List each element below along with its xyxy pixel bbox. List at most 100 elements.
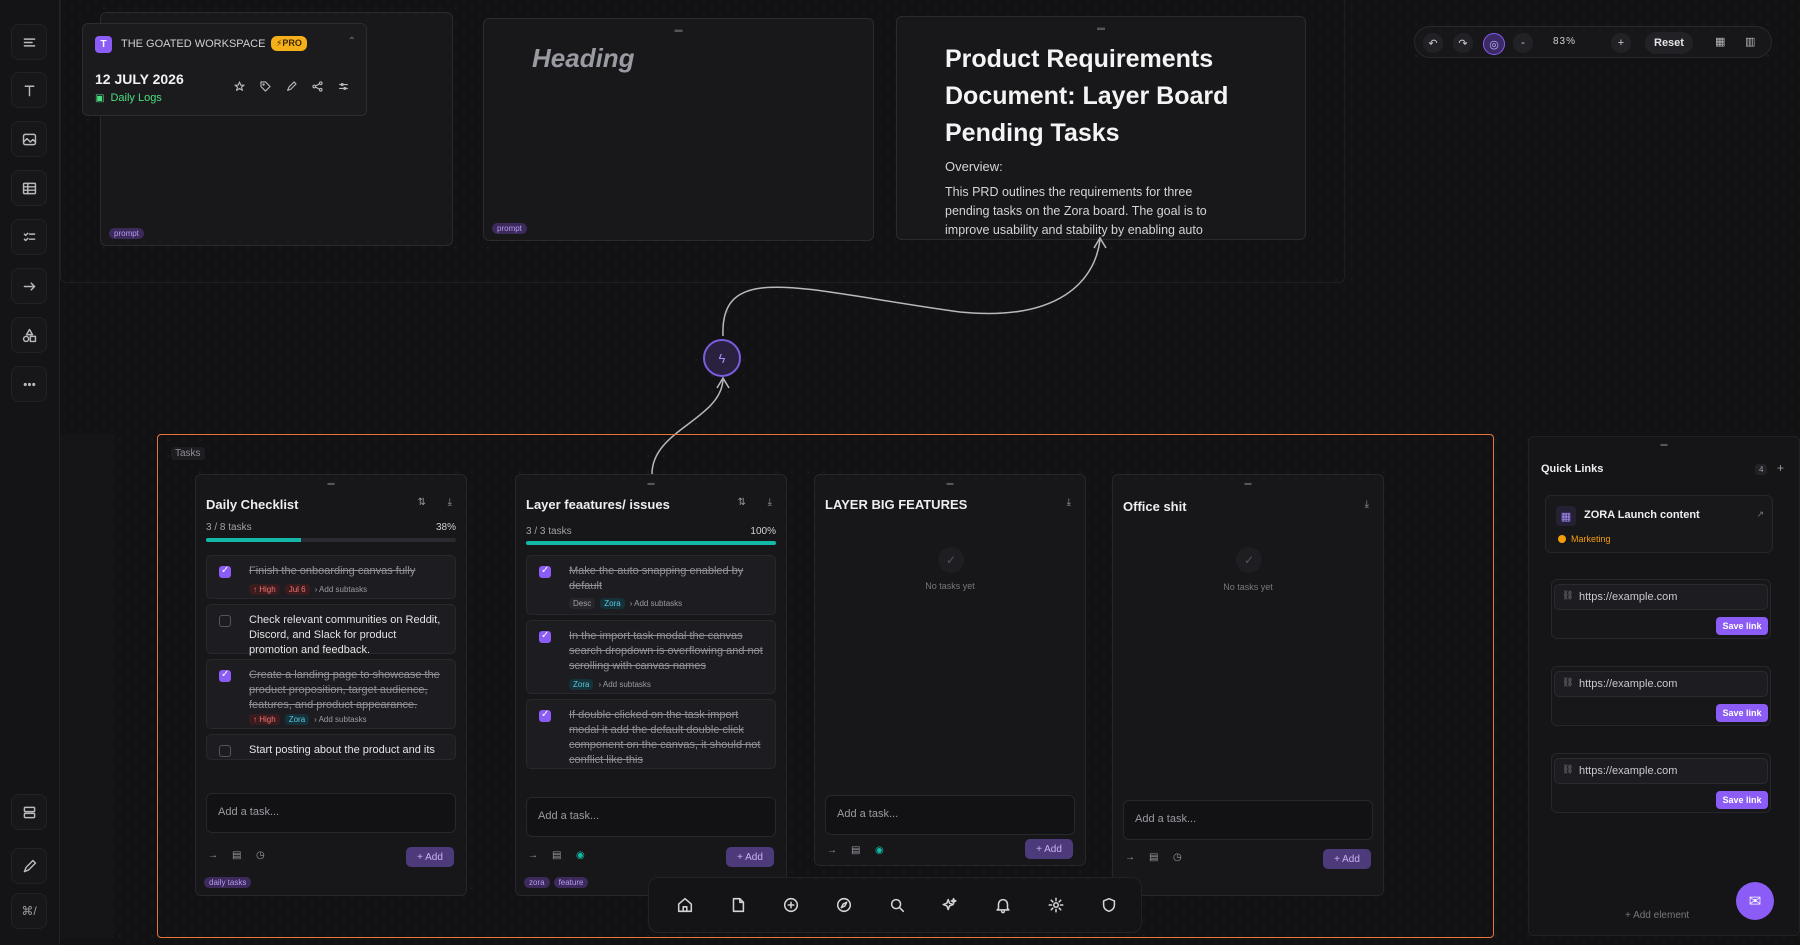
workspace-card[interactable]: T THE GOATED WORKSPACE ⚡PRO ⌃ 12 JULY 20… [82, 23, 367, 116]
prd-card[interactable]: ▬ Product Requirements Document: Layer B… [896, 16, 1306, 240]
add-task-input[interactable]: Add a task... [206, 793, 456, 833]
drag-handle-icon[interactable]: ▬ [327, 480, 335, 487]
tasks-frame[interactable]: Tasks [157, 434, 1494, 938]
shield-icon[interactable] [1098, 894, 1120, 916]
arrow-icon[interactable]: → [208, 850, 218, 861]
arrow-icon[interactable]: → [1125, 852, 1135, 863]
shapes-tool-icon[interactable] [11, 317, 47, 353]
drag-handle-icon[interactable]: ▬ [946, 480, 954, 487]
download-icon[interactable]: ⤓ [1364, 499, 1369, 510]
search-icon[interactable] [886, 894, 908, 916]
daily-logs-link[interactable]: ▣ Daily Logs [95, 92, 162, 104]
workspace-name[interactable]: THE GOATED WORKSPACE [121, 38, 266, 50]
add-task-input[interactable]: Add a task... [526, 797, 776, 837]
arrow-tool-icon[interactable] [11, 268, 47, 304]
column-office[interactable]: ▬ Office shit ⤓ ✓ No tasks yet Add a tas… [1112, 474, 1384, 896]
task-text[interactable]: Finish the onboarding canvas fully [249, 565, 416, 577]
map-view-icon[interactable]: ▥ [1745, 36, 1756, 48]
link-input-card[interactable]: ⛓ https://example.com Save link [1551, 753, 1771, 813]
home-icon[interactable] [674, 894, 696, 916]
task-item[interactable]: In the import task modal the canvas sear… [526, 620, 776, 694]
add-task-input[interactable]: Add a task... [825, 795, 1075, 835]
external-link-icon[interactable]: ↗ [1756, 509, 1764, 519]
column-title[interactable]: Layer feaatures/ issues [526, 497, 670, 512]
download-icon[interactable]: ⤓ [767, 497, 772, 508]
task-checkbox[interactable] [539, 630, 551, 643]
filter-icon[interactable] [337, 80, 350, 98]
save-link-button[interactable]: Save link [1716, 704, 1768, 722]
ai-node-lightning-icon[interactable]: ϟ [703, 339, 741, 377]
grid-view-icon[interactable]: ▦ [1715, 36, 1726, 48]
expand-chevron-icon[interactable]: ⌃ [347, 36, 356, 47]
drag-handle-icon[interactable]: ▬ [1097, 23, 1105, 32]
description-tag[interactable]: Desc [569, 598, 596, 609]
task-item[interactable]: If double clicked on the task import mod… [526, 699, 776, 769]
download-icon[interactable]: ⤓ [447, 497, 452, 508]
link-input-card[interactable]: ⛓ https://example.com Save link [1551, 666, 1771, 726]
task-checkbox[interactable] [219, 745, 231, 757]
task-item[interactable]: Make the auto snapping enabled by defaul… [526, 555, 776, 615]
text-tool-icon[interactable] [11, 72, 47, 108]
featured-link-card[interactable]: ▦ ZORA Launch content ↗ Marketing [1545, 495, 1773, 553]
task-checkbox[interactable] [539, 709, 551, 722]
featured-link-title[interactable]: ZORA Launch content [1584, 509, 1700, 521]
calendar-icon[interactable]: ▤ [552, 850, 562, 861]
heading-card[interactable]: ▬ Heading prompt [483, 18, 874, 241]
heading-text[interactable]: Heading [532, 43, 635, 73]
url-input[interactable]: https://example.com [1554, 584, 1768, 610]
share-icon[interactable] [311, 80, 324, 98]
chat-icon[interactable]: ✉ [1736, 882, 1774, 920]
add-task-button[interactable]: + Add [1025, 839, 1073, 859]
calendar-icon[interactable]: ▤ [232, 850, 242, 861]
task-text[interactable]: If double clicked on the task import mod… [569, 709, 761, 766]
arrow-icon[interactable]: → [827, 845, 837, 856]
task-checkbox[interactable] [219, 615, 231, 627]
add-element-button[interactable]: + Add element [1625, 910, 1690, 921]
add-task-input[interactable]: Add a task... [1123, 800, 1373, 840]
column-title[interactable]: LAYER BIG FEATURES [825, 497, 968, 512]
drag-handle-icon[interactable]: ▬ [1660, 441, 1668, 448]
more-icon[interactable] [11, 366, 47, 402]
table-tool-icon[interactable] [11, 170, 47, 206]
drag-handle-icon[interactable]: ▬ [647, 480, 655, 487]
link-input-card[interactable]: ⛓ https://example.com Save link [1551, 579, 1771, 639]
check-circle-icon[interactable]: ◉ [576, 850, 585, 861]
task-item[interactable]: Create a landing page to showcase the pr… [206, 659, 456, 729]
due-date-tag[interactable]: Jul 6 [284, 584, 310, 595]
save-link-button[interactable]: Save link [1716, 617, 1768, 635]
column-layer-big-features[interactable]: ▬ LAYER BIG FEATURES ⤓ ✓ No tasks yet Ad… [814, 474, 1086, 866]
add-task-button[interactable]: + Add [1323, 849, 1371, 869]
menu-icon[interactable] [11, 24, 47, 60]
check-circle-icon[interactable]: ◉ [875, 845, 884, 856]
drag-handle-icon[interactable]: ▬ [1244, 480, 1252, 487]
priority-tag[interactable]: ↑ High [249, 714, 280, 725]
task-text[interactable]: In the import task modal the canvas sear… [569, 630, 763, 672]
task-text[interactable]: Start posting about the product and its [249, 744, 435, 756]
task-text[interactable]: Make the auto snapping enabled by defaul… [569, 565, 744, 592]
add-link-icon[interactable]: + [1777, 461, 1785, 475]
calendar-icon[interactable]: ▤ [1149, 852, 1159, 863]
add-subtasks-link[interactable]: › Add subtasks [314, 715, 367, 724]
task-text[interactable]: Create a landing page to showcase the pr… [249, 669, 440, 711]
add-subtasks-link[interactable]: › Add subtasks [314, 585, 368, 594]
sort-icon[interactable]: ⇅ [417, 497, 426, 508]
clock-icon[interactable]: ◷ [1173, 852, 1182, 863]
add-circle-icon[interactable] [780, 894, 802, 916]
shortcut-hint[interactable]: ⌘/ [11, 893, 47, 929]
undo-icon[interactable]: ↶ [1423, 33, 1443, 53]
redo-icon[interactable]: ↷ [1453, 33, 1473, 53]
tag-icon[interactable] [259, 80, 272, 98]
column-layer-features[interactable]: ▬ Layer feaatures/ issues ⇅ ⤓ 3 / 3 task… [515, 474, 787, 896]
zoom-out-button[interactable]: - [1513, 33, 1533, 53]
pen-icon[interactable] [11, 848, 47, 884]
add-task-button[interactable]: + Add [726, 847, 774, 867]
task-item[interactable]: Check relevant communities on Reddit, Di… [206, 604, 456, 656]
project-tag[interactable]: Zora [600, 598, 625, 609]
task-checkbox[interactable] [219, 565, 231, 578]
document-icon[interactable] [727, 894, 749, 916]
settings-icon[interactable] [1045, 894, 1067, 916]
add-task-button[interactable]: + Add [406, 847, 454, 867]
column-title[interactable]: Daily Checklist [206, 497, 299, 512]
calendar-icon[interactable]: ▤ [851, 845, 861, 856]
column-title[interactable]: Office shit [1123, 499, 1187, 514]
